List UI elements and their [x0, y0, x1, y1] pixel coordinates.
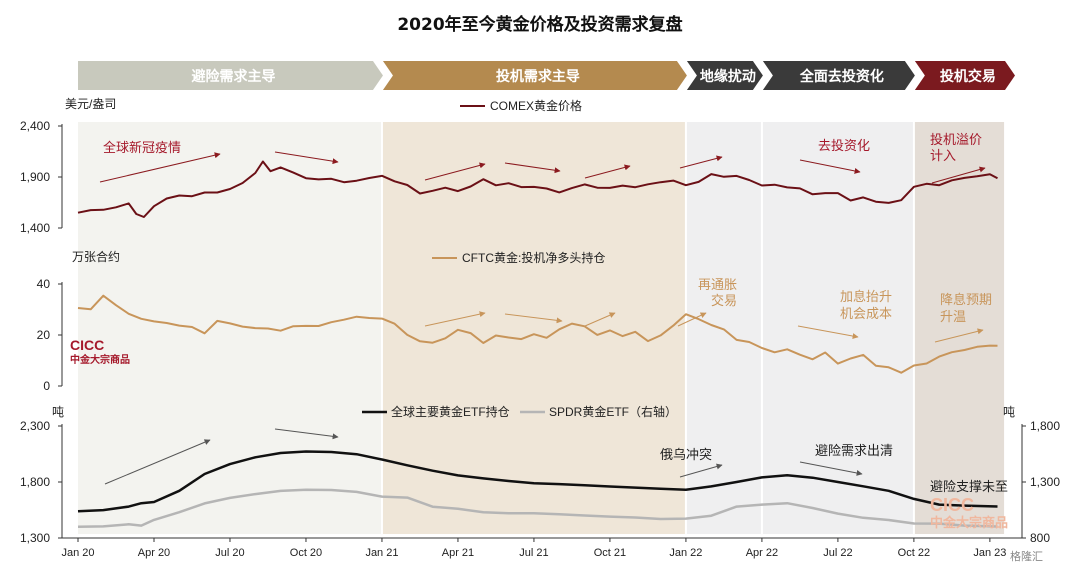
y-tick-label: 40: [37, 277, 51, 291]
annotation-covid: 全球新冠疫情: [103, 140, 181, 155]
x-tick-label: Jan 21: [365, 547, 398, 559]
y-tick-label: 2,300: [20, 419, 50, 433]
x-tick-label: Jan 22: [669, 547, 702, 559]
phase-banner: [78, 61, 383, 90]
phase-band: [78, 122, 381, 534]
x-tick-label: Jan 23: [973, 547, 1006, 559]
annotation-russia: 俄乌冲突: [660, 447, 712, 462]
x-tick-label: Apr 21: [442, 547, 474, 559]
phase-band: [914, 122, 1005, 534]
annotation-spec-premium-1: 投机溢价: [930, 132, 982, 147]
phase-banner-label: 投机需求主导: [496, 68, 580, 84]
watermark-left: CICC 中金大宗商品: [70, 338, 130, 368]
x-tick-label: Oct 20: [290, 547, 322, 559]
series-line: [77, 160, 998, 218]
annotation-deinvest: 去投资化: [818, 138, 870, 153]
series-lines: [77, 160, 998, 529]
x-tick-label: Oct 22: [898, 547, 930, 559]
series-line: [77, 488, 998, 529]
phase-banner-label: 避险需求主导: [191, 68, 275, 84]
y-tick-label: 1,400: [20, 221, 50, 235]
y-tick-label: 1,800: [20, 475, 50, 489]
phase-banner-label: 全面去投资化: [799, 68, 884, 84]
x-tick-label: Apr 20: [138, 547, 170, 559]
x-tick-label: Oct 21: [594, 547, 626, 559]
phase-band: [382, 122, 685, 534]
phase-banners: 避险需求主导 投机需求主导 地缘扰动 全面去投资化 投机交易: [78, 61, 1015, 90]
watermark-right: CICC 中金大宗商品: [930, 495, 1009, 531]
y-tick-label: 1,900: [20, 170, 50, 184]
annotation-exit: 避险需求出清: [815, 443, 893, 458]
annotation-spec-premium-2: 计入: [930, 148, 956, 163]
watermark-corner: 格隆汇: [1010, 551, 1043, 563]
y2-tick-label: 1,300: [1030, 475, 1060, 489]
annotation-support: 避险支撑未至: [930, 479, 1008, 494]
y-tick-label: 1,300: [20, 531, 50, 545]
legend-gold-price: COMEX黄金价格: [490, 98, 582, 113]
phase-banner: [914, 61, 1015, 90]
legends: [362, 105, 545, 414]
watermark-right-logo: CICC: [930, 495, 974, 515]
phase-bands: [78, 122, 1005, 534]
x-tick-label: Jul 21: [519, 547, 548, 559]
phase-banner-label: 地缘扰动: [700, 68, 756, 84]
panel3-y2label: 吨: [1003, 405, 1015, 419]
annotation-reflation-2: 交易: [711, 293, 737, 308]
phase-banner-label: 投机交易: [940, 68, 996, 84]
legend-cftc: CFTC黄金:投机净多头持仓: [462, 250, 605, 265]
watermark-right-text: 中金大宗商品: [930, 515, 1009, 530]
x-tick-label: Apr 22: [746, 547, 778, 559]
phase-banner: [762, 61, 915, 90]
panel2-ylabel: 万张合约: [72, 249, 120, 264]
legend-spdr: SPDR黄金ETF（右轴）: [549, 404, 677, 419]
y2-tick-label: 800: [1030, 531, 1050, 545]
y-tick-label: 2,400: [20, 119, 50, 133]
annotation-hike-1: 加息抬升: [840, 289, 892, 304]
phase-band: [762, 122, 913, 534]
annotation-cut-2: 升温: [940, 309, 966, 324]
legend-global-etf: 全球主要黄金ETF持仓: [391, 404, 510, 419]
y-tick-label: 20: [37, 328, 51, 342]
phase-banner: [686, 61, 763, 90]
y-tick-label: 0: [43, 379, 50, 393]
panel1-ylabel: 美元/盎司: [65, 97, 116, 111]
phase-banner: [382, 61, 687, 90]
series-line: [77, 294, 998, 374]
axes: 2,400 1,900 1,400 40 20 0 2,300 1,800 1,300 1,800…: [20, 119, 1060, 559]
x-tick-label: Jul 20: [215, 547, 244, 559]
phase-band: [686, 122, 761, 534]
x-tick-label: Jan 20: [61, 547, 94, 559]
trend-arrows: [99, 151, 986, 485]
series-line: [77, 450, 998, 513]
watermark-left-logo: CICC: [70, 337, 105, 353]
annotation-cut-1: 降息预期: [940, 292, 992, 307]
x-tick-label: Jul 22: [823, 547, 852, 559]
annotation-hike-2: 机会成本: [840, 306, 892, 321]
chart-title: 2020年至今黄金价格及投资需求复盘: [397, 15, 683, 35]
y2-tick-label: 1,800: [1030, 419, 1060, 433]
annotation-reflation-1: 再通胀: [698, 277, 737, 292]
panel3-ylabel: 吨: [52, 405, 64, 419]
watermark-left-text: 中金大宗商品: [70, 355, 130, 366]
